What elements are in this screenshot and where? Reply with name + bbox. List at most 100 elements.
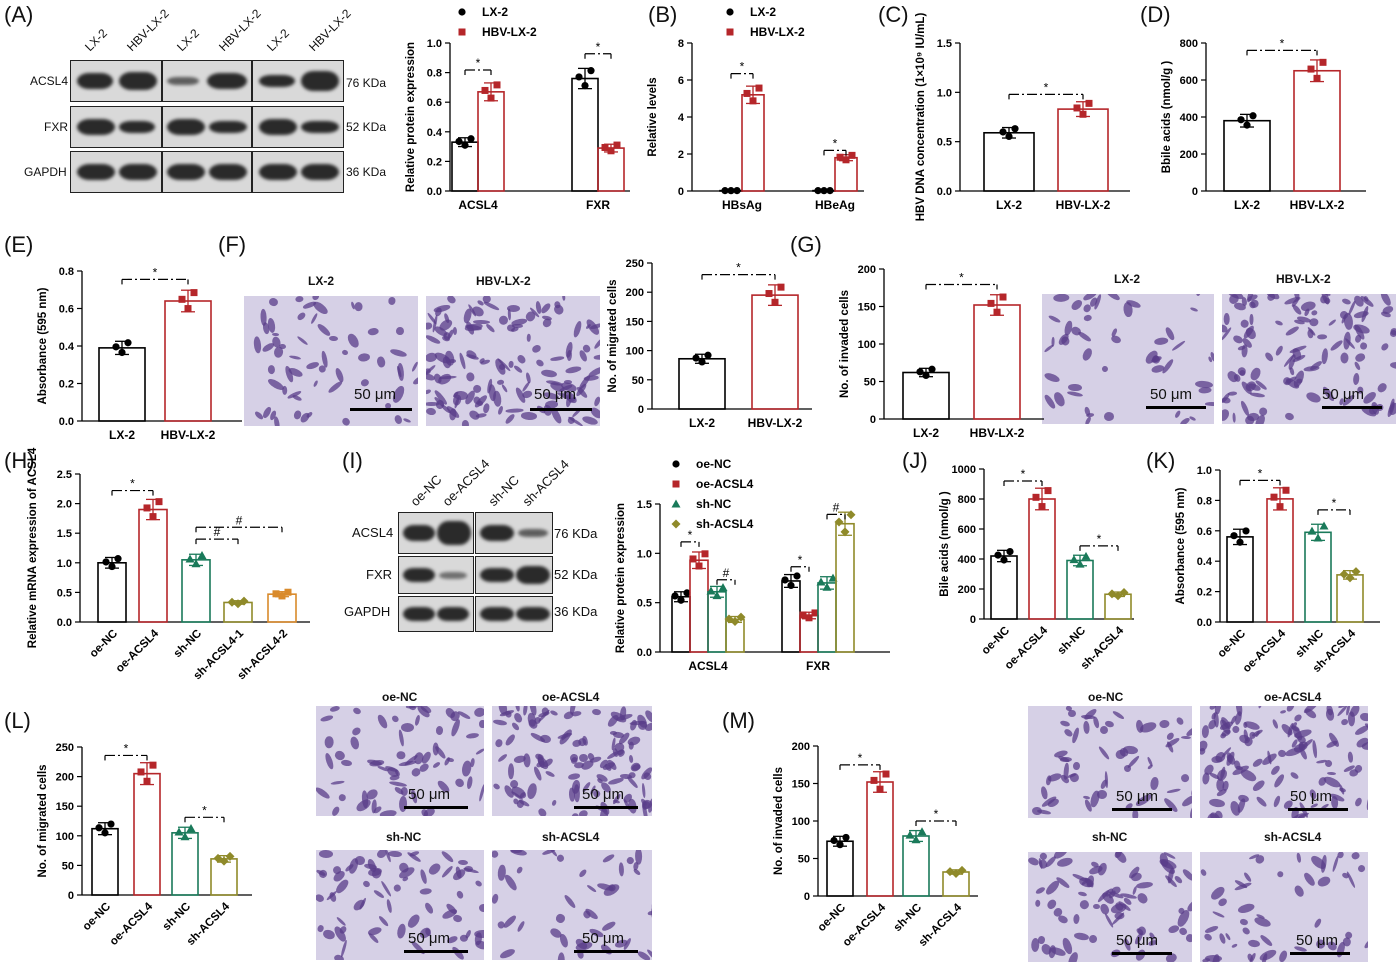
x-tick-label: LX-2 — [689, 416, 715, 430]
bar — [781, 580, 801, 653]
x-tick-label: oe-NC — [88, 628, 120, 660]
panel-label-m: (M) — [722, 708, 755, 733]
data-point — [178, 295, 186, 303]
bar — [571, 77, 599, 192]
bar — [902, 371, 950, 420]
data-point — [1345, 573, 1355, 583]
panel-label-b: (B) — [648, 2, 678, 27]
x-tick-label: ACSL4 — [688, 659, 728, 673]
data-point — [1230, 532, 1238, 540]
scale-bar — [1288, 808, 1348, 811]
bar — [1057, 108, 1109, 192]
data-point — [1319, 58, 1327, 66]
significance-mark: * — [1021, 467, 1026, 481]
data-point — [581, 82, 589, 90]
data-point — [1079, 110, 1087, 118]
scale-bar — [1112, 952, 1172, 955]
bar — [689, 559, 709, 653]
significance-mark: * — [476, 56, 481, 70]
data-point — [695, 562, 703, 570]
scale-bar — [574, 806, 638, 809]
image-title: sh-ACSL4 — [1264, 830, 1322, 844]
data-point — [467, 135, 475, 143]
bar — [741, 94, 765, 192]
y-tick-label: 100 — [56, 831, 74, 843]
data-point — [284, 588, 292, 596]
data-point — [1319, 521, 1329, 530]
panel-label-d: (D) — [1140, 2, 1171, 27]
image-title: oe-ACSL4 — [1264, 690, 1322, 704]
data-point — [1237, 116, 1245, 124]
data-point — [1243, 121, 1251, 129]
scale-text: 50 μm — [582, 930, 624, 947]
y-axis-label: Bbile acids (nmol/g ) — [1161, 61, 1173, 174]
data-point — [999, 128, 1007, 136]
y-tick-label: 100 — [792, 816, 810, 828]
data-point — [184, 305, 192, 313]
data-point — [1032, 493, 1040, 501]
data-point — [781, 576, 789, 584]
y-tick-label: 0 — [804, 891, 810, 903]
legend-label: HBV-LX-2 — [482, 25, 537, 39]
y-tick-label: 0.2 — [427, 156, 442, 168]
data-point — [805, 614, 813, 622]
x-tick-label: sh-NC — [1056, 625, 1088, 657]
data-point — [493, 81, 501, 89]
data-point — [107, 820, 115, 828]
data-point — [575, 73, 583, 81]
data-point — [190, 289, 198, 297]
image-title: oe-NC — [1088, 690, 1124, 704]
data-point — [186, 823, 196, 832]
legend-swatch — [671, 499, 681, 508]
bar — [902, 835, 930, 897]
scale-text: 50 μm — [1290, 788, 1332, 805]
y-tick-label: 250 — [56, 742, 74, 754]
bar — [171, 832, 199, 896]
data-point — [102, 558, 110, 566]
chart-i: 0.0 0.5 1.0 1.5 Relative protein expression A… — [615, 457, 890, 673]
data-point — [1113, 591, 1123, 601]
legend-label: sh-NC — [696, 497, 732, 511]
x-tick-label: HBeAg — [815, 198, 855, 212]
y-tick-label: 400 — [958, 554, 976, 566]
row-label-fxr: FXR — [44, 120, 68, 134]
row-label-gapdh: GAPDH — [24, 165, 67, 179]
bar — [866, 781, 894, 897]
legend-swatch — [672, 460, 680, 468]
data-point — [876, 785, 884, 793]
y-tick-label: 1.0 — [1197, 465, 1212, 477]
data-point — [1276, 503, 1284, 511]
x-tick-label: oe-NC — [1216, 628, 1248, 660]
significance-mark: * — [596, 40, 601, 54]
data-point — [916, 368, 924, 376]
data-point — [1313, 533, 1323, 542]
row-label-acsl4: ACSL4 — [352, 525, 394, 540]
significance-mark: * — [858, 751, 863, 765]
kda-label: 36 KDa — [346, 165, 387, 179]
y-tick-label: 150 — [858, 302, 876, 314]
legend-swatch — [726, 28, 734, 36]
scale-bar — [1146, 406, 1206, 409]
micrograph-m-oe-nc — [1028, 706, 1192, 818]
row-label-acsl4: ACSL4 — [30, 74, 69, 88]
y-tick-label: 0.0 — [427, 186, 442, 198]
scale-bar — [350, 408, 412, 411]
scale-text: 50 μm — [534, 386, 576, 403]
micrograph-l-sh-acsl4 — [492, 850, 652, 960]
data-point — [671, 592, 679, 600]
y-axis-label: Bile acids (nmol/g ) — [939, 491, 951, 597]
y-tick-label: 8 — [678, 38, 684, 50]
data-point — [777, 283, 785, 291]
y-tick-label: 0.0 — [57, 617, 72, 629]
x-tick-label: sh-NC — [172, 628, 204, 660]
bar — [990, 555, 1018, 620]
chart-d: 0 200 400 600 800 Bbile acids (nmol/g ) LX-2 HB… — [1161, 36, 1366, 212]
bar — [91, 827, 119, 896]
data-point — [793, 572, 801, 580]
x-tick-label: ACSL4 — [458, 198, 498, 212]
bar — [1304, 531, 1332, 623]
scale-text: 50 μm — [1150, 386, 1192, 403]
data-point — [917, 827, 927, 836]
data-point — [706, 586, 716, 595]
